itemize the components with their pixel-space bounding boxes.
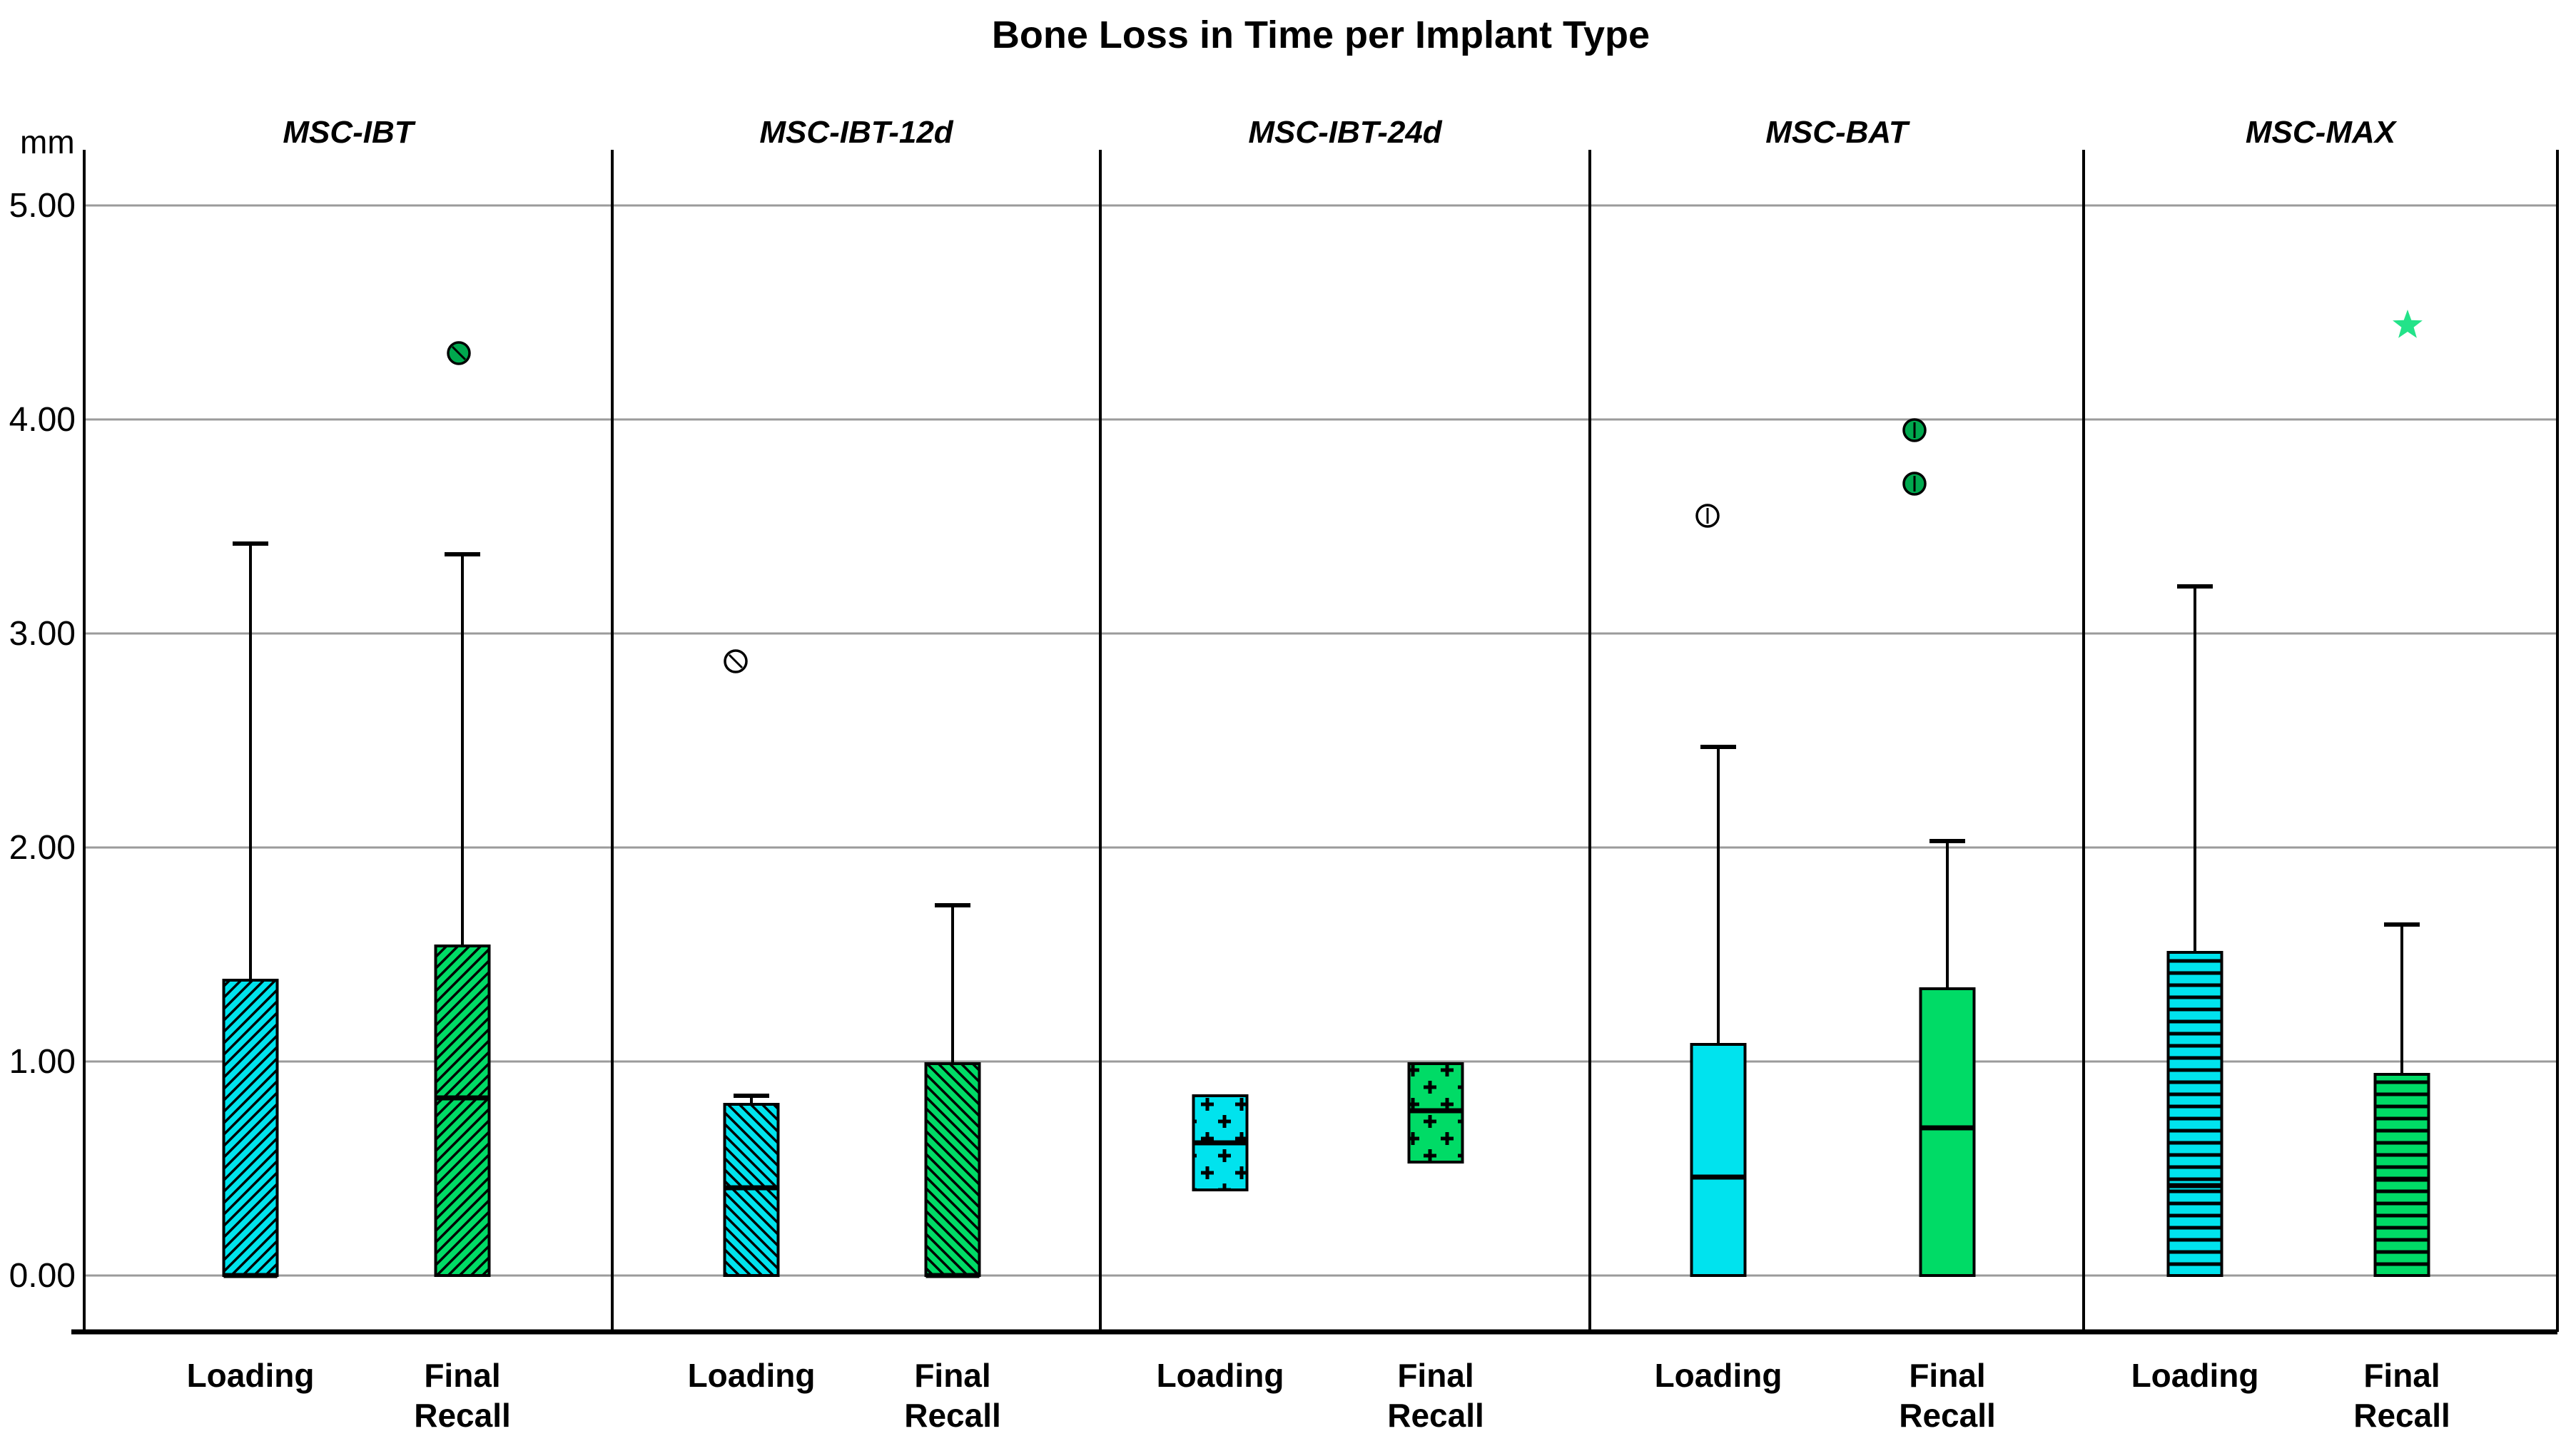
- outlier-mark: [728, 653, 744, 669]
- x-category-label: Loading: [688, 1357, 816, 1394]
- box-hatch: [2375, 1074, 2429, 1276]
- x-category-label: Final: [424, 1357, 500, 1394]
- y-tick-label: 4.00: [9, 401, 76, 439]
- panel-label: MSC-IBT-12d: [759, 115, 953, 150]
- box-outline: [1919, 987, 1976, 1277]
- box-hatch: [223, 980, 278, 1276]
- box-hatch: [925, 1064, 980, 1276]
- x-category-label: Final: [2363, 1357, 2440, 1394]
- box-hatch: [2168, 952, 2222, 1276]
- outlier-mark: [451, 345, 467, 361]
- extreme-outlier-star: [2393, 310, 2423, 338]
- x-category-label: Loading: [187, 1357, 315, 1394]
- x-category-label: Final: [1909, 1357, 1985, 1394]
- x-category-label: Recall: [904, 1397, 1001, 1434]
- box-outline: [434, 945, 491, 1277]
- y-axis-unit-label: mm: [20, 123, 75, 161]
- y-tick-label: 1.00: [9, 1043, 76, 1081]
- box-hatch: [435, 946, 490, 1276]
- panel-label: MSC-IBT: [283, 115, 415, 150]
- x-category-label: Loading: [1157, 1357, 1284, 1394]
- y-tick-label: 3.00: [9, 615, 76, 653]
- panel-label: MSC-MAX: [2246, 115, 2398, 150]
- x-category-label: Recall: [414, 1397, 511, 1434]
- panel-label: MSC-IBT-24d: [1248, 115, 1442, 150]
- chart-title: Bone Loss in Time per Implant Type: [991, 14, 1650, 56]
- y-tick-label: 2.00: [9, 829, 76, 867]
- y-tick-label: 0.00: [9, 1257, 76, 1295]
- panel-label: MSC-BAT: [1765, 115, 1910, 150]
- x-category-label: Final: [914, 1357, 990, 1394]
- box-fill: [1691, 1044, 1745, 1276]
- x-category-label: Loading: [1655, 1357, 1782, 1394]
- box-outline: [2373, 1073, 2430, 1277]
- x-category-label: Final: [1397, 1357, 1474, 1394]
- x-category-label: Recall: [1899, 1397, 1996, 1434]
- x-category-label: Loading: [2131, 1357, 2259, 1394]
- y-tick-label: 5.00: [9, 187, 76, 225]
- x-category-label: Recall: [2353, 1397, 2450, 1434]
- x-category-label: Recall: [1387, 1397, 1484, 1434]
- box-outline: [1690, 1043, 1747, 1277]
- box-outline: [2166, 951, 2223, 1277]
- box-fill: [1920, 989, 1974, 1276]
